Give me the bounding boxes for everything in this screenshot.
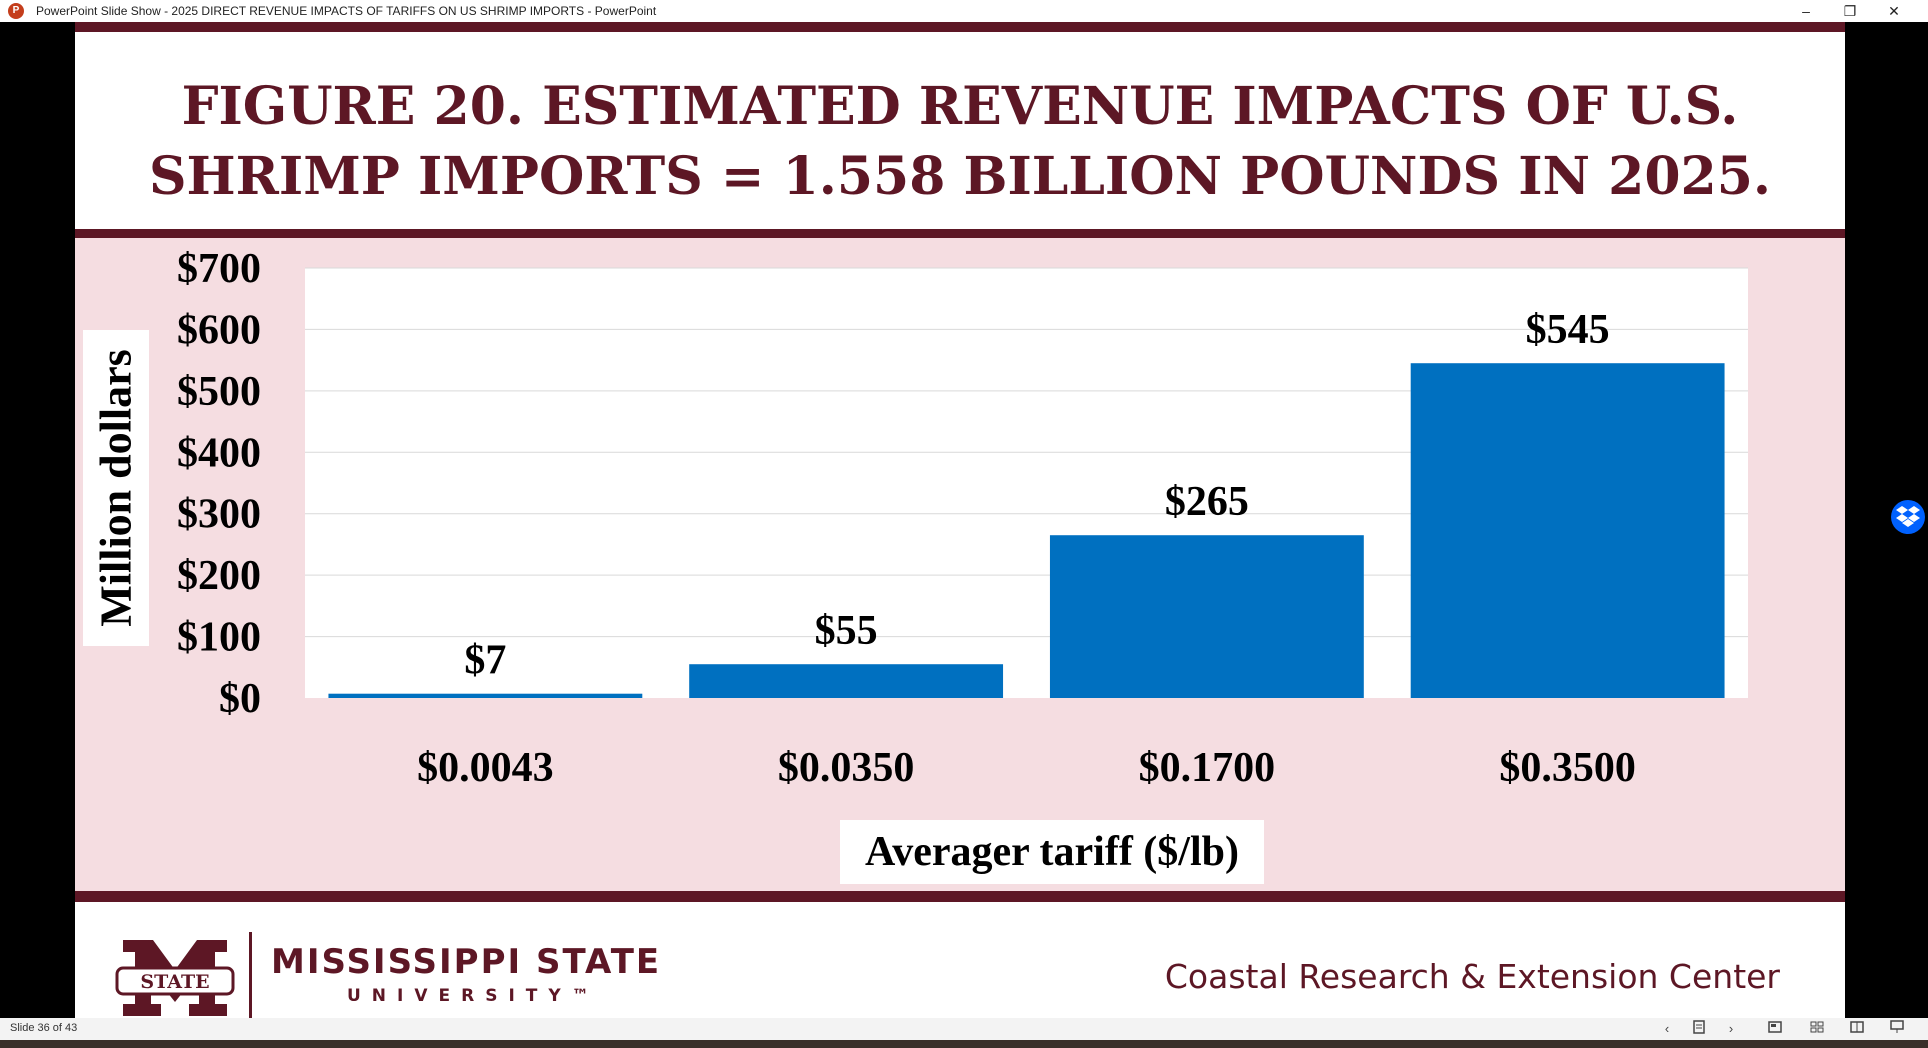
x-axis-label-box: Averager tariff ($/lb): [840, 820, 1264, 884]
footer-divider: [75, 891, 1845, 902]
university-sub: UNIVERSITY™: [347, 986, 600, 1006]
slide-counter: Slide 36 of 43: [10, 1022, 78, 1034]
title-divider: [75, 229, 1845, 238]
x-tick-label: $0.0350: [778, 745, 915, 791]
slide: FIGURE 20. ESTIMATED REVENUE IMPACTS OF …: [75, 22, 1845, 1018]
minimize-button[interactable]: –: [1802, 3, 1810, 19]
logo-text: STATE: [140, 971, 209, 993]
data-label: $265: [1165, 479, 1249, 525]
data-label: $545: [1526, 307, 1610, 353]
slideshow-view-icon[interactable]: [1886, 1020, 1908, 1038]
y-tick-label: $500: [177, 369, 261, 415]
data-label: $55: [815, 608, 878, 654]
slide-menu-icon[interactable]: [1688, 1020, 1710, 1038]
window-title: PowerPoint Slide Show - 2025 DIRECT REVE…: [36, 4, 657, 18]
y-tick-label: $100: [177, 615, 261, 661]
center-name: Coastal Research & Extension Center: [1164, 957, 1780, 996]
university-name: MISSISSIPPI STATE: [271, 942, 662, 982]
close-button[interactable]: ✕: [1888, 3, 1900, 19]
window-titlebar: P PowerPoint Slide Show - 2025 DIRECT RE…: [0, 0, 1928, 22]
x-tick-label: $0.1700: [1139, 745, 1276, 791]
restore-button[interactable]: ❐: [1843, 3, 1857, 19]
y-tick-label: $400: [177, 430, 261, 476]
y-tick-label: $600: [177, 307, 261, 353]
previous-slide-button[interactable]: ‹: [1664, 1021, 1670, 1036]
y-tick-label: $700: [177, 246, 261, 292]
next-slide-button[interactable]: ›: [1728, 1021, 1734, 1036]
bar-chart: $0 $100 $200 $300 $400 $500 $600 $700 $7 $0.0043 $…: [177, 246, 1748, 791]
slide-title-line2: SHRIMP IMPORTS = 1.558 BILLION POUNDS IN…: [148, 146, 1771, 207]
footer: STATE MISSISSIPPI STATE UNIVERSITY™ Coas…: [75, 902, 1845, 1018]
y-axis-label-box: [83, 330, 149, 646]
dropbox-icon[interactable]: [1891, 500, 1925, 534]
bar: [689, 664, 1004, 698]
taskbar: [0, 1040, 1928, 1048]
logo-divider: [249, 932, 252, 1018]
powerpoint-icon: P: [8, 3, 24, 19]
bar: [328, 693, 643, 698]
normal-view-icon[interactable]: [1764, 1020, 1786, 1038]
y-tick-label: $0: [219, 676, 261, 722]
bar: [1410, 363, 1725, 698]
slide-title: FIGURE 20. ESTIMATED REVENUE IMPACTS OF …: [135, 72, 1785, 212]
msu-logo-icon: STATE: [115, 940, 235, 1016]
top-divider: [75, 22, 1845, 32]
x-axis-label: Averager tariff ($/lb): [865, 829, 1239, 875]
chart-area: Million dollars $0 $100 $200 $300 $400 $500 $6…: [75, 238, 1845, 891]
y-tick-label: $200: [177, 553, 261, 599]
bar: [1049, 535, 1364, 698]
y-tick-label: $300: [177, 492, 261, 538]
x-tick-label: $0.0043: [417, 745, 554, 791]
x-tick-label: $0.3500: [1499, 745, 1636, 791]
status-bar: Slide 36 of 43 ‹ ›: [0, 1018, 1928, 1040]
reading-view-icon[interactable]: [1846, 1020, 1868, 1038]
slide-title-line1: FIGURE 20. ESTIMATED REVENUE IMPACTS OF …: [181, 76, 1739, 137]
slide-sorter-icon[interactable]: [1806, 1020, 1828, 1038]
data-label: $7: [464, 638, 506, 684]
title-area: FIGURE 20. ESTIMATED REVENUE IMPACTS OF …: [75, 32, 1845, 237]
